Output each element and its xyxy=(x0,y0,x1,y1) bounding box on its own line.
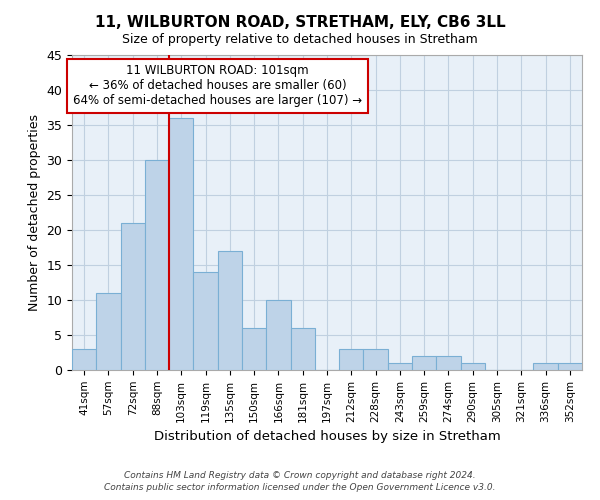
Y-axis label: Number of detached properties: Number of detached properties xyxy=(28,114,41,311)
Bar xyxy=(96,293,121,370)
Bar xyxy=(145,160,169,370)
Bar xyxy=(339,349,364,370)
Bar xyxy=(72,349,96,370)
Text: 11, WILBURTON ROAD, STRETHAM, ELY, CB6 3LL: 11, WILBURTON ROAD, STRETHAM, ELY, CB6 3… xyxy=(95,15,505,30)
X-axis label: Distribution of detached houses by size in Stretham: Distribution of detached houses by size … xyxy=(154,430,500,443)
Bar xyxy=(218,251,242,370)
Bar xyxy=(388,363,412,370)
Bar xyxy=(364,349,388,370)
Bar xyxy=(461,363,485,370)
Bar xyxy=(533,363,558,370)
Bar xyxy=(558,363,582,370)
Bar xyxy=(169,118,193,370)
Bar xyxy=(290,328,315,370)
Bar xyxy=(121,223,145,370)
Text: Size of property relative to detached houses in Stretham: Size of property relative to detached ho… xyxy=(122,32,478,46)
Bar xyxy=(436,356,461,370)
Bar xyxy=(412,356,436,370)
Text: Contains HM Land Registry data © Crown copyright and database right 2024.
Contai: Contains HM Land Registry data © Crown c… xyxy=(104,471,496,492)
Bar xyxy=(193,272,218,370)
Bar xyxy=(266,300,290,370)
Text: 11 WILBURTON ROAD: 101sqm
← 36% of detached houses are smaller (60)
64% of semi-: 11 WILBURTON ROAD: 101sqm ← 36% of detac… xyxy=(73,64,362,108)
Bar xyxy=(242,328,266,370)
